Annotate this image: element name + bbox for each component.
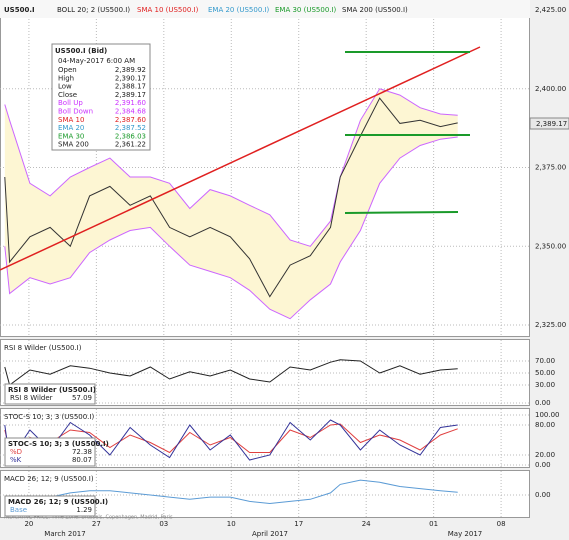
- info-label: SMA 200: [58, 141, 89, 149]
- info-value: 2,361.22: [115, 141, 146, 149]
- info-value: 2,387.60: [115, 116, 146, 124]
- series-line: [4, 423, 458, 454]
- last-price: 2,389.17: [536, 120, 567, 128]
- series-line: [4, 136, 458, 320]
- legend-value: 72.38: [72, 448, 92, 456]
- info-label: Open: [58, 66, 77, 74]
- legend-value: 57.09: [72, 394, 92, 402]
- panel-title: RSI 8 Wilder (US500.I): [4, 344, 82, 352]
- y-tick-label: 2,375.00: [535, 164, 566, 172]
- panel-legend-box: [4, 437, 96, 467]
- month-label: May 2017: [448, 530, 483, 538]
- y-tick-label: 2,400.00: [535, 85, 566, 93]
- footer-note: INDICATIVE PRICE. Time Zone: Brussels, C…: [4, 515, 173, 521]
- series-line: [4, 479, 458, 505]
- info-label: Close: [58, 91, 77, 99]
- indicator[interactable]: SMA 10 (US500.I): [137, 6, 199, 14]
- x-tick-label: 01: [429, 520, 438, 528]
- x-tick-label: 24: [362, 520, 371, 528]
- y-tick-label: 50.00: [535, 369, 555, 377]
- x-tick-label: 03: [159, 520, 168, 528]
- info-box: [51, 43, 151, 151]
- info-value: 2,386.03: [115, 132, 146, 140]
- legend-bar: [0, 0, 530, 18]
- info-value: 2,387.52: [115, 124, 146, 132]
- info-value: 2,389.92: [115, 66, 146, 74]
- indicator[interactable]: EMA 30 (US500.I): [275, 6, 337, 14]
- y-tick-label: 70.00: [535, 357, 555, 365]
- info-label: Low: [58, 83, 72, 91]
- y-tick-label: 0.00: [535, 491, 551, 499]
- grid-layer: [0, 1, 530, 517]
- info-rows: Open 2,389.92 High 2,390.17 Low 2,388.17 Close…: [58, 66, 146, 149]
- info-value: 2,388.17: [115, 83, 146, 91]
- month-label: April 2017: [252, 530, 288, 538]
- info-label: High: [58, 74, 74, 82]
- info-value: 2,384.68: [115, 108, 146, 116]
- y-tick-label: 20.00: [535, 451, 555, 459]
- panel-title: MACD 26; 12; 9 (US500.I): [4, 475, 94, 483]
- info-label: EMA 30: [58, 132, 84, 140]
- x-tick-label: 17: [294, 520, 303, 528]
- series-line: [4, 419, 458, 462]
- panel-legend-box: [4, 383, 96, 405]
- legend-name: %D: [10, 448, 22, 456]
- indicator[interactable]: EMA 20 (US500.I): [208, 6, 270, 14]
- info-value: 2,390.17: [115, 74, 146, 82]
- y-tick-label: 30.00: [535, 381, 555, 389]
- panel-legend-box: [4, 495, 96, 517]
- x-tick-label: 10: [227, 520, 236, 528]
- indicator[interactable]: SMA 200 (US500.I): [342, 6, 408, 14]
- band-fill: [4, 88, 458, 319]
- info-label: EMA 20: [58, 124, 84, 132]
- indicator[interactable]: BOLL 20; 2 (US500.I): [57, 6, 130, 14]
- y-tick-label: 0.00: [535, 461, 551, 469]
- y-tick-label: 2,350.00: [535, 242, 566, 250]
- trend-line: [0, 46, 481, 271]
- y-tick-label: 2,325.00: [535, 321, 566, 329]
- legend-name: %K: [10, 456, 22, 464]
- info-time: 04-May-2017 6:00 AM: [58, 57, 135, 65]
- series-line: [4, 97, 458, 298]
- legend-name: Base: [10, 506, 27, 514]
- y-tick-label: 80.00: [535, 421, 555, 429]
- y-tick-label: 2,425.00: [535, 6, 566, 14]
- y-tick-label: 100.00: [535, 411, 560, 419]
- info-label: SMA 10: [58, 116, 84, 124]
- marks-layer: [4, 88, 458, 505]
- panel-legend-title: RSI 8 Wilder (US500.I): [8, 386, 96, 394]
- info-value: 2,391.60: [115, 99, 146, 107]
- support-line: [344, 211, 459, 214]
- info-title: US500.I (Bid): [55, 47, 107, 55]
- x-tick-label: 08: [497, 520, 506, 528]
- info-label: Boll Up: [58, 99, 83, 107]
- x-tick-label: 27: [92, 520, 101, 528]
- symbol[interactable]: US500.I: [4, 6, 35, 14]
- panel-title: STOC-S 10; 3; 3 (US500.I): [4, 413, 94, 421]
- last-price-box: [529, 117, 569, 130]
- series-line: [4, 359, 458, 386]
- legend-value: 80.07: [72, 456, 92, 464]
- month-label: March 2017: [44, 530, 85, 538]
- legend-name: RSI 8 Wilder: [10, 394, 53, 402]
- series-line: [4, 88, 458, 247]
- legend-value: 1.29: [76, 506, 92, 514]
- panel-legend-title: STOC-S 10; 3; 3 (US500.I): [8, 440, 109, 448]
- y-tick-label: 0.00: [535, 399, 551, 407]
- x-tick-label: 20: [24, 520, 33, 528]
- info-value: 2,389.17: [115, 91, 146, 99]
- info-label: Boll Down: [58, 108, 93, 116]
- panel-legend-title: MACD 26; 12; 9 (US500.I): [8, 498, 108, 506]
